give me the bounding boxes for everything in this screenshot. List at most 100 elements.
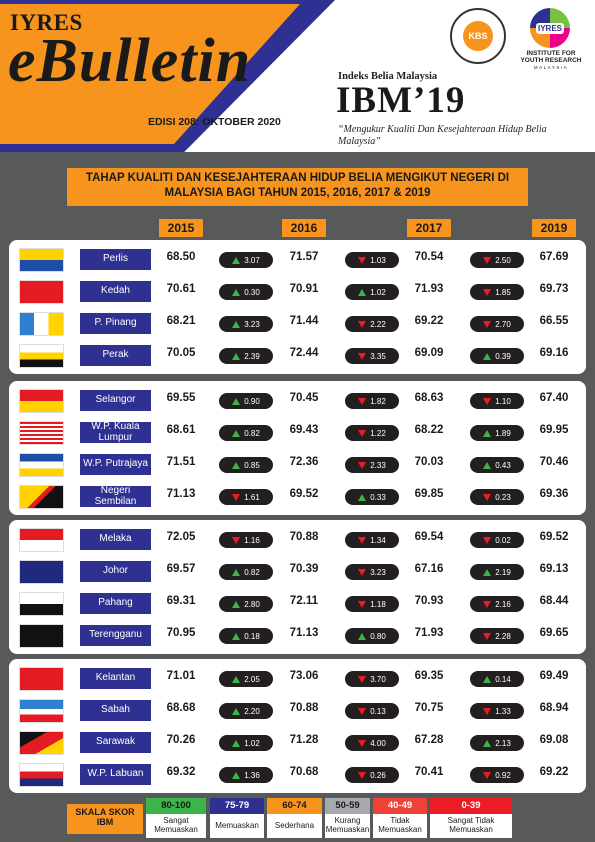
change-value: 2.05 [244,674,260,684]
score-value: 69.16 [539,347,569,359]
state-flag-icon [19,312,64,336]
arrow-down-icon [483,320,492,328]
arrow-down-icon [358,568,367,576]
arrow-up-icon [483,429,492,437]
score-value: 71.13 [166,488,196,500]
state-name: Kelantan [80,668,151,689]
table-row: Johor 69.57 70.39 67.16 69.13 0.82 3.23 2.19 [9,558,586,586]
arrow-down-icon [483,707,492,715]
change-badge: 0.85 [219,457,273,473]
change-value: 3.07 [244,255,260,265]
state-name: Sabah [80,700,151,721]
score-value: 67.28 [414,734,444,746]
score-value: 69.85 [414,488,444,500]
change-value: 1.22 [370,428,386,438]
brand-title: eBulletin [8,27,252,95]
score-value: 69.22 [539,766,569,778]
change-badge: 0.30 [219,284,273,300]
change-badge: 2.19 [470,564,524,580]
change-value: 3.23 [370,567,386,577]
arrow-down-icon [483,493,492,501]
legend-item: 75-79 Memuaskan [210,798,264,840]
state-name: Selangor [80,390,151,411]
change-value: 1.18 [370,599,386,609]
legend-range: 50-59 [325,798,370,814]
change-badge: 1.82 [345,393,399,409]
score-value: 67.16 [414,563,444,575]
kbs-logo: KBS [450,8,506,64]
score-value: 70.45 [289,392,319,404]
table-row: P. Pinang 68.21 71.44 69.22 66.55 3.23 2.22 2.7… [9,310,586,338]
change-badge: 1.33 [470,703,524,719]
table-row: Perlis 68.50 71.57 70.54 67.69 3.07 1.03 2.50 [9,246,586,274]
table-row: Pahang 69.31 72.11 70.93 68.44 2.80 1.18 2.16 [9,590,586,618]
change-value: 2.19 [495,567,511,577]
region-group: Melaka 72.05 70.88 69.54 69.52 1.16 1.34 0.02 Jo… [9,520,586,654]
state-flag-icon [19,421,64,445]
change-value: 1.36 [244,770,260,780]
arrow-up-icon [232,600,241,608]
change-badge: 0.80 [345,628,399,644]
change-value: 2.22 [370,319,386,329]
change-badge: 1.89 [470,425,524,441]
change-value: 2.28 [495,631,511,641]
score-value: 71.93 [414,283,444,295]
score-value: 69.65 [539,627,569,639]
change-badge: 1.16 [219,532,273,548]
change-badge: 4.00 [345,735,399,751]
state-name: Perlis [80,249,151,270]
score-value: 70.68 [289,766,319,778]
change-value: 1.02 [370,287,386,297]
arrow-down-icon [483,632,492,640]
change-value: 3.23 [244,319,260,329]
score-value: 70.88 [289,702,319,714]
state-name: Pahang [80,593,151,614]
score-value: 72.11 [289,595,319,607]
arrow-down-icon [358,429,367,437]
score-value: 70.91 [289,283,319,295]
iyres-caption-line3: MALAYSIA [533,64,569,70]
change-badge: 1.22 [345,425,399,441]
table-row: Perak 70.05 72.44 69.09 69.16 2.39 3.35 0.39 [9,342,586,370]
change-value: 0.90 [244,396,260,406]
state-name: Sarawak [80,732,151,753]
arrow-up-icon [232,288,241,296]
score-value: 66.55 [539,315,569,327]
legend-label: SKALA SKOR IBM [67,804,143,834]
legend-description: Kurang Memuaskan [325,814,370,838]
change-badge: 0.14 [470,671,524,687]
score-value: 69.43 [289,424,319,436]
change-badge: 1.02 [219,735,273,751]
state-flag-icon [19,560,64,584]
arrow-up-icon [232,461,241,469]
change-value: 2.16 [495,599,511,609]
score-value: 70.46 [539,456,569,468]
legend-range: 0-39 [430,798,512,814]
change-badge: 1.03 [345,252,399,268]
change-badge: 0.02 [470,532,524,548]
legend-range: 75-79 [210,798,264,814]
table-row: Kedah 70.61 70.91 71.93 69.73 0.30 1.02 1.85 [9,278,586,306]
score-value: 72.36 [289,456,319,468]
state-flag-icon [19,592,64,616]
arrow-up-icon [232,352,241,360]
score-value: 70.05 [166,347,196,359]
change-value: 0.14 [495,674,511,684]
year-header-2016: 2016 [282,219,326,237]
score-value: 70.39 [289,563,319,575]
arrow-down-icon [358,320,367,328]
score-value: 69.09 [414,347,444,359]
change-badge: 2.05 [219,671,273,687]
state-flag-icon [19,453,64,477]
brand-top: IYRES [10,10,83,35]
arrow-up-icon [232,256,241,264]
state-flag-icon [19,763,64,787]
state-flag-icon [19,485,64,509]
change-value: 3.35 [370,351,386,361]
tagline: “Mengukur Kualiti Dan Kesejahteraan Hidu… [338,124,547,147]
score-value: 69.54 [414,531,444,543]
score-value: 70.61 [166,283,196,295]
score-value: 69.35 [414,670,444,682]
score-value: 71.28 [289,734,319,746]
change-value: 1.33 [495,706,511,716]
